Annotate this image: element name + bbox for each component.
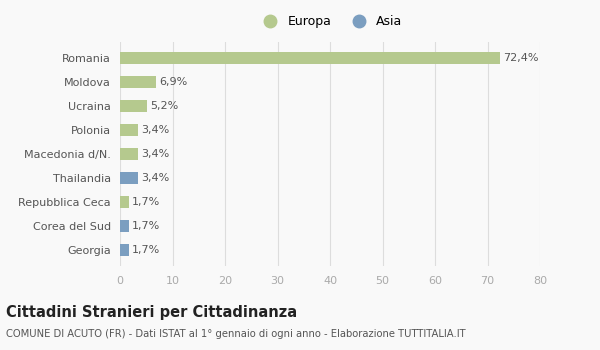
Bar [120, 52, 500, 64]
Text: 72,4%: 72,4% [503, 53, 539, 63]
Text: 3,4%: 3,4% [141, 125, 169, 135]
Bar [120, 100, 148, 112]
Text: 1,7%: 1,7% [132, 245, 160, 255]
Text: COMUNE DI ACUTO (FR) - Dati ISTAT al 1° gennaio di ogni anno - Elaborazione TUTT: COMUNE DI ACUTO (FR) - Dati ISTAT al 1° … [6, 329, 466, 339]
Legend: Europa, Asia: Europa, Asia [253, 10, 407, 33]
Text: 3,4%: 3,4% [141, 173, 169, 183]
Text: 6,9%: 6,9% [160, 77, 188, 87]
Bar [120, 76, 156, 88]
Text: 5,2%: 5,2% [151, 101, 179, 111]
Text: Cittadini Stranieri per Cittadinanza: Cittadini Stranieri per Cittadinanza [6, 304, 297, 320]
Bar [120, 244, 129, 256]
Bar [120, 196, 129, 208]
Text: 1,7%: 1,7% [132, 197, 160, 207]
Bar [120, 220, 129, 232]
Bar [120, 148, 138, 160]
Bar [120, 124, 138, 136]
Text: 3,4%: 3,4% [141, 149, 169, 159]
Text: 1,7%: 1,7% [132, 221, 160, 231]
Bar [120, 172, 138, 184]
